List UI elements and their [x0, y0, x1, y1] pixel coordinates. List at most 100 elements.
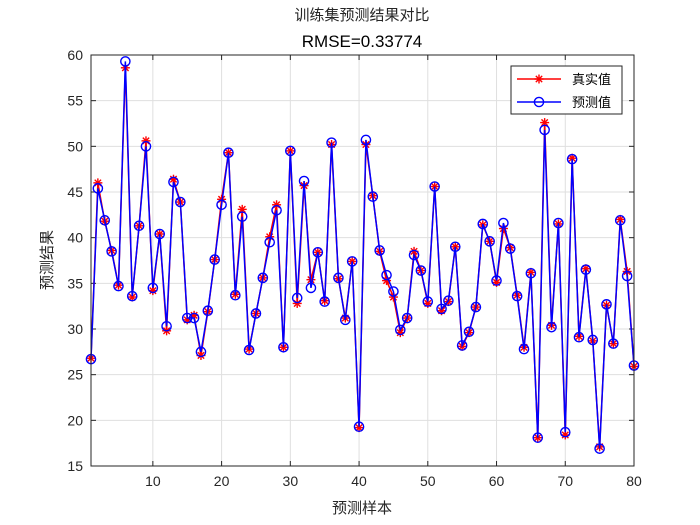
x-tick-label: 60 — [489, 473, 505, 489]
data-point-pred — [443, 295, 454, 306]
data-point-pred — [580, 264, 592, 275]
data-point-pred — [113, 280, 124, 292]
data-point-pred — [429, 181, 440, 192]
data-point-true — [540, 118, 550, 128]
data-point-pred — [223, 147, 234, 159]
data-point-pred — [271, 204, 282, 216]
data-point-pred — [477, 218, 489, 230]
data-point-pred — [608, 338, 619, 349]
data-point-pred — [264, 236, 276, 248]
data-point-pred — [360, 134, 372, 146]
data-point-pred — [236, 211, 248, 222]
y-axis-label: 预测结果 — [38, 230, 56, 290]
series-line-pred — [90, 61, 635, 449]
y-tick-label: 60 — [67, 47, 83, 63]
data-point-pred — [120, 56, 131, 67]
x-tick-label: 30 — [283, 473, 299, 489]
legend-marker-true — [534, 74, 544, 84]
data-point-pred — [504, 243, 516, 254]
data-point-pred — [99, 215, 111, 226]
legend-box — [510, 65, 623, 115]
data-point-pred — [436, 303, 447, 315]
data-point-pred — [594, 443, 605, 454]
x-axis-label: 预测样本 — [332, 499, 392, 517]
data-point-pred — [415, 265, 427, 276]
data-point-pred — [532, 432, 544, 443]
x-tick-label: 80 — [626, 473, 642, 489]
data-point-pred — [291, 292, 303, 304]
data-point-pred — [126, 290, 138, 302]
data-point-pred — [340, 314, 351, 326]
data-point-pred — [374, 245, 385, 256]
data-point-pred — [614, 215, 626, 226]
data-point-pred — [346, 256, 358, 267]
data-point-pred — [333, 272, 344, 284]
data-point-pred — [470, 301, 482, 313]
data-point-pred — [408, 249, 420, 261]
data-point-pred — [298, 175, 310, 187]
x-tick-label: 10 — [145, 473, 161, 489]
data-point-true — [93, 178, 103, 188]
data-point-pred — [491, 275, 502, 286]
data-point-pred — [456, 340, 468, 351]
data-point-pred — [511, 290, 523, 302]
data-point-pred — [395, 324, 406, 336]
data-point-pred — [498, 217, 509, 229]
legend-star-marker — [534, 74, 544, 84]
axis-ticks: 10 20 30 40 50 60 70 80 15 20 25 30 35 40 45 50 55 60 — [67, 47, 642, 489]
data-point-pred — [422, 296, 434, 307]
data-point-pred — [305, 282, 317, 294]
data-point-pred — [278, 341, 289, 353]
data-point-pred — [209, 254, 221, 265]
x-tick-label: 40 — [351, 473, 367, 489]
legend-circle-marker — [533, 96, 545, 108]
y-tick-label: 35 — [67, 275, 83, 291]
data-point-pred — [216, 199, 227, 211]
data-point-pred — [326, 137, 337, 148]
data-point-pred — [525, 267, 537, 279]
data-point-pred — [449, 241, 461, 253]
data-point-pred — [243, 344, 255, 356]
data-point-pred — [161, 320, 172, 332]
data-point-pred — [154, 228, 166, 240]
data-point-pred — [202, 305, 214, 317]
data-point-pred — [188, 312, 200, 324]
data-point-pred — [92, 183, 104, 194]
data-point-true — [292, 298, 302, 308]
data-point-pred — [319, 296, 330, 307]
data-point-pred — [175, 196, 186, 208]
x-tick-label: 50 — [420, 473, 436, 489]
x-tick-label: 70 — [557, 473, 573, 489]
y-tick-label: 20 — [67, 412, 83, 428]
data-point-pred — [621, 270, 633, 282]
axes-box — [90, 54, 635, 467]
data-point-pred — [381, 269, 392, 281]
data-point-pred — [546, 321, 557, 333]
data-point-true — [272, 200, 282, 210]
data-point-pred — [195, 346, 207, 358]
series-layer — [85, 56, 640, 454]
chart-subtitle: RMSE=0.33774 — [302, 32, 423, 51]
data-point-pred — [587, 334, 599, 346]
data-point-pred — [285, 145, 296, 157]
data-point-pred — [401, 312, 413, 324]
y-tick-label: 50 — [67, 138, 83, 154]
data-point-pred — [140, 141, 152, 152]
data-point-pred — [168, 176, 179, 188]
y-tick-label: 45 — [67, 184, 83, 200]
data-point-pred — [573, 331, 585, 343]
data-point-pred — [367, 191, 379, 202]
legend-label-true: 真实值 — [572, 72, 611, 88]
data-point-true — [141, 136, 151, 146]
data-point-pred — [553, 217, 564, 229]
legend: 真实值 预测值 — [510, 65, 623, 115]
y-tick-label: 25 — [67, 367, 83, 383]
chart-title: 训练集预测结果对比 — [294, 6, 429, 24]
data-point-pred — [484, 236, 495, 247]
data-point-pred — [353, 421, 365, 433]
data-point-pred — [518, 343, 530, 355]
data-point-pred — [250, 308, 262, 319]
legend-label-pred: 预测值 — [572, 95, 611, 111]
series-pred — [85, 56, 640, 454]
